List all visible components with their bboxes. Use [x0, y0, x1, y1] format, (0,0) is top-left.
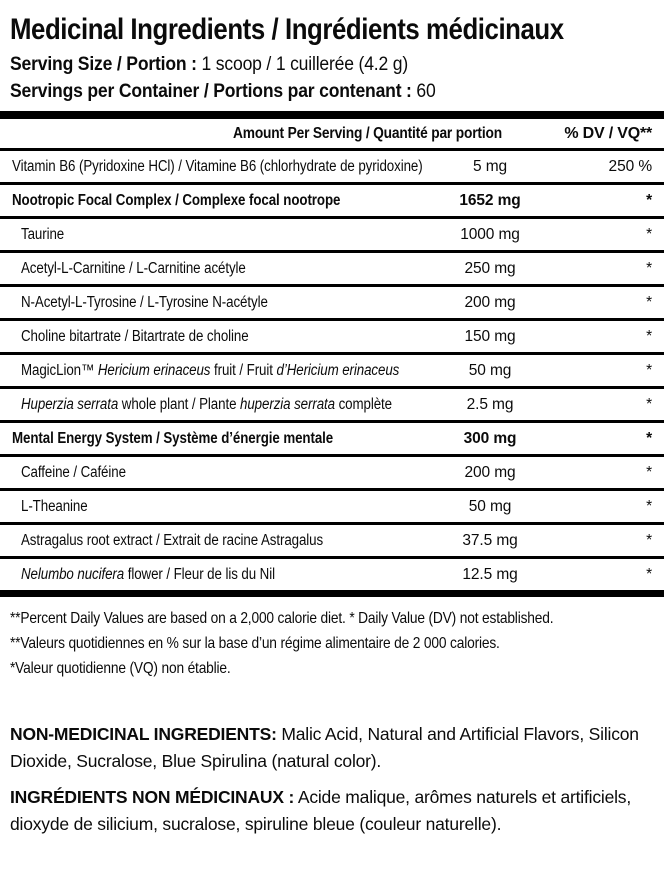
table-row-section: Mental Energy System / Système d’énergie…: [0, 423, 664, 457]
supplement-facts-panel: Medicinal Ingredients / Ingrédients médi…: [0, 11, 664, 838]
footnote-daily-value-fr-2: *Valeur quotidienne (VQ) non établie.: [10, 660, 231, 677]
ingredient-amount: 150 mg: [464, 327, 516, 345]
footnotes: **Percent Daily Values are based on a 2,…: [0, 597, 664, 681]
ingredient-name: MagicLion™ Hericium erinaceus fruit / Fr…: [21, 361, 400, 379]
ingredients-table: Amount Per Serving / Quantité par portio…: [0, 119, 664, 590]
ingredient-amount: 50 mg: [468, 497, 512, 515]
page-title: Medicinal Ingredients / Ingrédients médi…: [10, 11, 654, 49]
ingredient-dv: *: [646, 293, 652, 311]
non-medicinal-en-label: NON-MEDICINAL INGREDIENTS:: [10, 724, 277, 744]
serving-size-value: 1 scoop / 1 cuillerée (4.2 g): [201, 53, 409, 75]
divider-top-bar: [0, 111, 664, 119]
non-medicinal-fr: INGRÉDIENTS NON MÉDICINAUX : Acide maliq…: [10, 784, 654, 838]
table-row: Huperzia serrata whole plant / Plante hu…: [0, 389, 664, 423]
ingredient-amount: 250 mg: [464, 259, 516, 277]
ingredient-name: N-Acetyl-L-Tyrosine / L-Tyrosine N-acéty…: [21, 293, 268, 311]
table-row: Vitamin B6 (Pyridoxine HCl) / Vitamine B…: [0, 151, 664, 185]
table-row: Acetyl-L-Carnitine / L-Carnitine acétyle…: [0, 253, 664, 287]
table-row: N-Acetyl-L-Tyrosine / L-Tyrosine N-acéty…: [0, 287, 664, 321]
ingredient-dv: *: [646, 429, 652, 447]
ingredient-name: Huperzia serrata whole plant / Plante hu…: [21, 395, 393, 413]
servings-per-container-line: Servings per Container / Portions par co…: [10, 78, 654, 105]
table-row-section: Nootropic Focal Complex / Complexe focal…: [0, 185, 664, 219]
non-medicinal-en: NON-MEDICINAL INGREDIENTS: Malic Acid, N…: [10, 721, 654, 775]
ingredient-dv: *: [646, 531, 652, 549]
table-row: Choline bitartrate / Bitartrate de choli…: [0, 321, 664, 355]
ingredient-amount: 12.5 mg: [462, 565, 518, 583]
footnote-daily-value-en: **Percent Daily Values are based on a 2,…: [10, 610, 554, 627]
ingredient-amount: 5 mg: [472, 157, 508, 175]
footnote-daily-value-fr: **Valeurs quotidiennes en % sur la base …: [10, 635, 500, 652]
table-row: Caffeine / Caféine 200 mg *: [0, 457, 664, 491]
ingredient-name: Caffeine / Caféine: [21, 463, 126, 481]
non-medicinal-en-text: Malic Acid, Natural and Artificial Flavo…: [10, 724, 639, 771]
ingredient-name: Taurine: [21, 225, 65, 243]
ingredient-amount: 200 mg: [464, 463, 516, 481]
ingredient-dv: *: [646, 259, 652, 277]
serving-size-line: Serving Size / Portion : 1 scoop / 1 cui…: [10, 51, 654, 78]
ingredient-name: Vitamin B6 (Pyridoxine HCl) / Vitamine B…: [12, 157, 423, 175]
ingredient-amount: 50 mg: [468, 361, 512, 379]
servings-label: Servings per Container / Portions par co…: [10, 80, 412, 102]
serving-size-label: Serving Size / Portion :: [10, 53, 197, 75]
divider-bottom-bar: [0, 590, 664, 597]
non-medicinal-fr-label: INGRÉDIENTS NON MÉDICINAUX :: [10, 787, 295, 807]
ingredient-name: Nootropic Focal Complex / Complexe focal…: [12, 191, 341, 209]
ingredient-amount: 200 mg: [464, 293, 516, 311]
ingredient-name: Choline bitartrate / Bitartrate de choli…: [21, 327, 249, 345]
ingredient-dv: 250 %: [608, 157, 653, 175]
ingredient-name: Acetyl-L-Carnitine / L-Carnitine acétyle: [21, 259, 246, 277]
servings-value: 60: [416, 80, 436, 102]
ingredient-amount: 1000 mg: [460, 225, 520, 243]
ingredient-dv: *: [646, 395, 652, 413]
ingredient-dv: *: [646, 565, 652, 583]
ingredient-amount: 2.5 mg: [466, 395, 514, 413]
ingredient-amount: 37.5 mg: [462, 531, 518, 549]
table-header-row: Amount Per Serving / Quantité par portio…: [0, 119, 664, 151]
amount-column-header: Amount Per Serving / Quantité par portio…: [233, 124, 503, 142]
ingredient-dv: *: [646, 327, 652, 345]
page-title-text: Medicinal Ingredients / Ingrédients médi…: [10, 13, 564, 46]
table-row: Taurine 1000 mg *: [0, 219, 664, 253]
ingredient-name: Astragalus root extract / Extrait de rac…: [21, 531, 324, 549]
table-row: Nelumbo nucifera flower / Fleur de lis d…: [0, 559, 664, 590]
ingredient-amount: 300 mg: [463, 429, 517, 447]
table-row: MagicLion™ Hericium erinaceus fruit / Fr…: [0, 355, 664, 389]
ingredient-name: L-Theanine: [21, 497, 88, 515]
ingredient-dv: *: [646, 361, 652, 379]
dv-column-header: % DV / VQ**: [564, 124, 652, 142]
ingredient-name: Nelumbo nucifera flower / Fleur de lis d…: [21, 565, 275, 583]
non-medicinal-fr-text: Acide malique, arômes naturels et artifi…: [10, 787, 632, 834]
table-row: Astragalus root extract / Extrait de rac…: [0, 525, 664, 559]
ingredient-dv: *: [646, 497, 652, 515]
ingredient-dv: *: [646, 225, 652, 243]
ingredient-name: Mental Energy System / Système d’énergie…: [12, 429, 334, 447]
non-medicinal-section: NON-MEDICINAL INGREDIENTS: Malic Acid, N…: [0, 721, 664, 838]
table-row: L-Theanine 50 mg *: [0, 491, 664, 525]
ingredient-dv: *: [646, 463, 652, 481]
ingredient-amount: 1652 mg: [459, 191, 521, 209]
ingredient-dv: *: [646, 191, 652, 209]
